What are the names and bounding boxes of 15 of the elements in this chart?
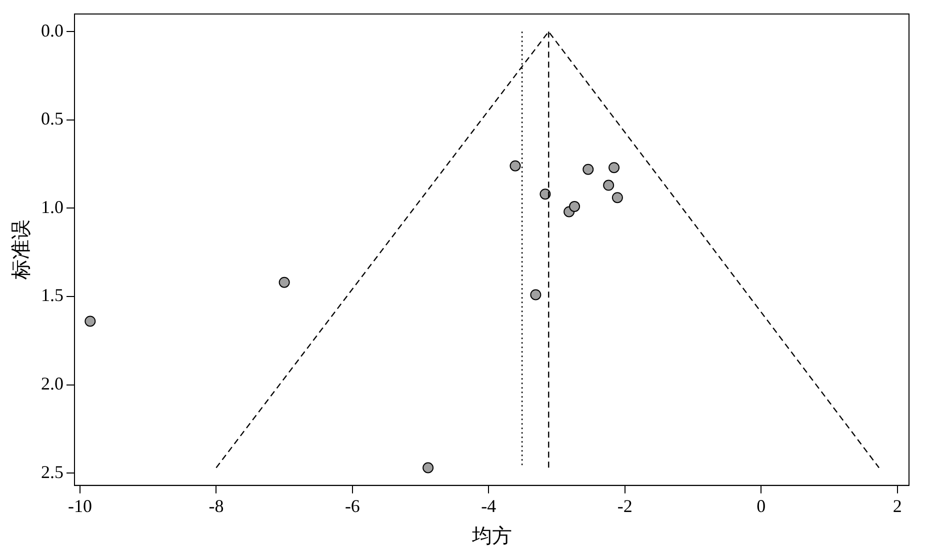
x-tick-label: 2: [892, 496, 902, 516]
y-tick-label: 1.0: [41, 196, 64, 217]
x-tick-label: -8: [208, 496, 224, 516]
x-axis-title: 均方: [470, 524, 512, 548]
y-tick-label: 2.0: [41, 374, 64, 394]
y-tick-label: 0.5: [41, 108, 64, 129]
y-tick-label: 2.5: [41, 462, 64, 482]
y-tick-label: 0.0: [41, 20, 64, 40]
x-tick-label: -4: [481, 496, 496, 516]
y-tick-label: 1.5: [41, 285, 64, 306]
x-tick-label: 0: [756, 496, 766, 516]
x-tick-label: -2: [617, 496, 632, 516]
y-axis-title: 标准误: [10, 220, 32, 281]
x-tick-label: -10: [68, 496, 92, 516]
x-tick-label: -6: [344, 496, 360, 516]
